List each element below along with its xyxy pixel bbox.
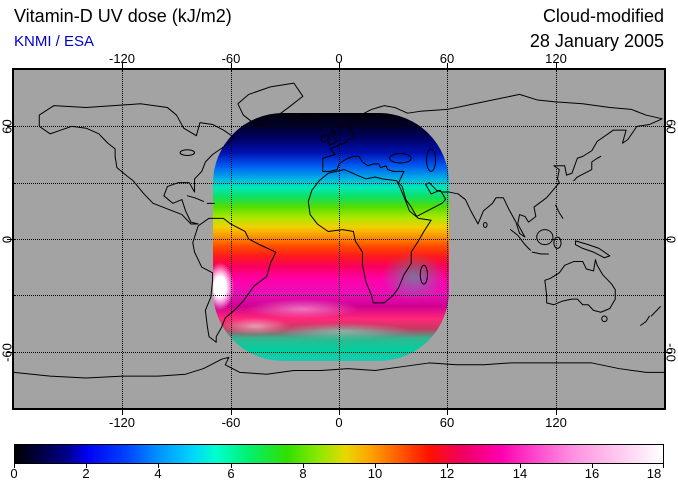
coast-caribbean (187, 196, 214, 204)
coast-australia (545, 260, 615, 313)
lon-tick-label-bottom: -60 (221, 415, 241, 430)
lon-tick-label-top: 0 (335, 51, 343, 66)
tick-mark (556, 410, 557, 415)
lon-tick-label-bottom: 60 (439, 415, 455, 430)
graticule-lat-0 (14, 239, 664, 240)
tick-mark (447, 63, 448, 68)
coast-sri-lanka (483, 222, 487, 227)
lon-tick-label-top: -120 (108, 51, 136, 66)
tick-mark (231, 63, 232, 68)
tick-mark (7, 352, 12, 353)
figure-title: Vitamin-D UV dose (kJ/m2) (14, 6, 232, 26)
lon-tick-label-bottom: -120 (108, 415, 136, 430)
tick-mark (7, 126, 12, 127)
colorbar-label: 10 (367, 466, 383, 480)
coast-antarctica (14, 357, 664, 378)
graticule-lat--30 (14, 295, 664, 296)
tick-mark (666, 126, 671, 127)
colorbar-label: 8 (299, 466, 307, 480)
colorbar-label: 0 (10, 466, 18, 480)
colorbar-label: 16 (584, 466, 600, 480)
figure-mode-label: Cloud-modified (542, 6, 664, 26)
tick-mark (663, 464, 664, 468)
tick-mark (14, 464, 15, 468)
graticule-lat-60 (14, 126, 664, 127)
coast-tasmania (602, 316, 607, 322)
colorbar-label: 6 (227, 466, 235, 480)
tick-mark (86, 464, 87, 468)
coast-greenland (238, 83, 303, 126)
tick-mark (158, 464, 159, 468)
tick-mark (7, 239, 12, 240)
coast-japan (574, 156, 601, 180)
figure-date: 28 January 2005 (529, 31, 664, 51)
colorbar (14, 444, 664, 464)
colorbar-label: 12 (439, 466, 455, 480)
tick-mark (592, 464, 593, 468)
colorbar-label: 18 (646, 466, 662, 480)
colorbar-label: 14 (512, 466, 528, 480)
coast-madagascar (420, 265, 427, 284)
coast-south-america (193, 218, 276, 342)
tick-mark (231, 464, 232, 468)
tick-mark (447, 464, 448, 468)
lon-tick-label-top: 120 (545, 51, 567, 66)
tick-mark (556, 63, 557, 68)
coast-africa (308, 170, 431, 303)
data-source-label: KNMI / ESA (14, 33, 95, 50)
tick-mark (666, 239, 671, 240)
tick-mark (339, 63, 340, 68)
coast-borneo (537, 230, 553, 245)
graticule-lat--60 (14, 352, 664, 353)
coast-caspian-sea (427, 149, 436, 172)
tick-mark (122, 410, 123, 415)
coast-black-sea (390, 154, 412, 163)
lon-tick-label-bottom: 0 (335, 415, 343, 430)
tick-mark (339, 410, 340, 415)
lon-tick-label-bottom: 120 (545, 415, 567, 430)
coast-great-lakes (180, 150, 194, 156)
lon-tick-label-top: 60 (439, 51, 455, 66)
coast-north-america (39, 104, 234, 224)
graticule-lat-30 (14, 183, 664, 184)
coast-eurasia (323, 94, 662, 237)
tick-mark (447, 410, 448, 415)
tick-mark (520, 464, 521, 468)
tick-mark (666, 352, 671, 353)
coast-new-guinea (576, 241, 610, 258)
tick-mark (231, 410, 232, 415)
colorbar-label: 2 (82, 466, 90, 480)
tick-mark (303, 464, 304, 468)
coast-new-zealand (641, 307, 661, 326)
uv-dose-data-swath (213, 113, 449, 361)
tick-mark (375, 464, 376, 468)
coast-britain (328, 130, 337, 145)
coast-java (532, 252, 548, 254)
coast-iceland (299, 114, 310, 120)
colorbar-label: 4 (154, 466, 162, 480)
coast-ireland (321, 135, 328, 142)
coast-sulawesi (554, 237, 561, 248)
map-panel (12, 68, 666, 410)
lon-tick-label-top: -60 (221, 51, 241, 66)
tick-mark (122, 63, 123, 68)
